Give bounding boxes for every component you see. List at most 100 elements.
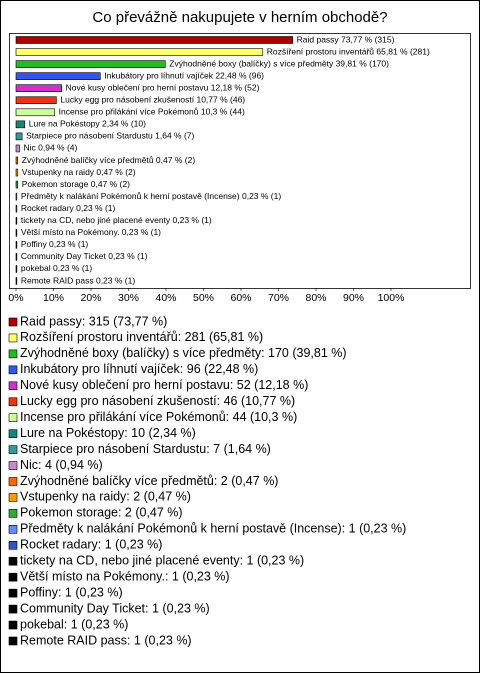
legend-swatch <box>8 493 18 502</box>
bar <box>15 96 57 105</box>
value-label: Poffiny 0,23 % (1) <box>21 239 89 249</box>
legend-swatch <box>8 572 18 582</box>
value-label: Rocket radary 0,23 % (1) <box>21 203 116 213</box>
plot-frame <box>9 33 471 289</box>
legend-swatch <box>8 477 18 486</box>
bar <box>15 180 19 189</box>
chart-title: Co převážně nakupujete v herním obchodě? <box>92 9 387 26</box>
value-label: pokebal 0,23 % (1) <box>21 263 93 273</box>
legend-swatch <box>8 365 18 375</box>
value-label: Nic 0,94 % (4) <box>24 143 78 153</box>
bar <box>15 168 19 177</box>
legend-swatch <box>8 461 18 470</box>
x-tick-label: 0% <box>8 292 23 304</box>
legend-label: tickety na CD, nebo jiné placené eventy:… <box>20 554 304 568</box>
legend-label: Vstupenky na raidy: 2 (0,47 %) <box>20 490 191 504</box>
value-label: Lure na Pokéstopy 2,34 % (10) <box>29 119 146 129</box>
legend-label: Rocket radary: 1 (0,23 %) <box>20 538 162 552</box>
legend-swatch <box>8 540 18 550</box>
legend-label: Incense pro přilákání více Pokémonů: 44 … <box>20 410 297 424</box>
value-label: Community Day Ticket 0,23 % (1) <box>21 251 148 261</box>
legend-swatch <box>8 509 18 518</box>
x-tick-label: 20% <box>80 292 101 304</box>
bar <box>15 229 18 237</box>
value-label: Starpiece pro násobení Stardustu 1,64 % … <box>26 131 194 141</box>
value-label: tickety na CD, nebo jiné placené eventy … <box>21 215 212 225</box>
legend-swatch <box>8 349 18 359</box>
legend-swatch <box>8 556 18 566</box>
bar <box>15 277 18 285</box>
legend-label: Zvýhodněné boxy (balíčky) s více předmět… <box>20 346 347 360</box>
value-label: Větší místo na Pokémony. 0,23 % (1) <box>21 227 161 237</box>
bar <box>15 241 18 249</box>
value-label: Nové kusy oblečení pro herní postavu 12,… <box>66 82 260 92</box>
legend-label: Předměty k nalákání Pokémonů k herní pos… <box>20 522 406 536</box>
legend-swatch <box>8 397 18 407</box>
legend-swatch <box>8 413 18 423</box>
legend-swatch <box>8 588 18 598</box>
legend-swatch <box>8 429 18 438</box>
bar <box>15 265 18 273</box>
legend-swatch <box>8 445 18 454</box>
x-tick-label: 40% <box>155 292 176 304</box>
legend-label: Starpiece pro násobení Stardustu: 7 (1,6… <box>20 442 271 456</box>
bar <box>15 84 62 92</box>
legend-swatch <box>8 525 18 534</box>
legend-swatch <box>8 381 18 391</box>
value-label: Inkubátory pro líhnutí vajíček 22,48 % (… <box>104 70 264 80</box>
value-label: Pokemon storage 0,47 % (2) <box>22 179 130 189</box>
value-label: Incense pro přilákání více Pokémonů 10,3… <box>59 107 245 117</box>
bar <box>15 60 166 68</box>
legend-label: Lure na Pokéstopy: 10 (2,34 %) <box>20 426 196 440</box>
legend-label: Nové kusy oblečení pro herní postavu: 52… <box>20 378 308 392</box>
x-tick-label: 30% <box>118 292 139 304</box>
legend-label: Pokemon storage: 2 (0,47 %) <box>20 506 183 520</box>
legend-label: Inkubátory pro líhnutí vajíček: 96 (22,4… <box>20 362 258 376</box>
legend-swatch <box>8 604 18 614</box>
value-label: Zvýhodněné balíčky více předmětů 0,47 % … <box>22 155 196 165</box>
legend-label: Community Day Ticket: 1 (0,23 %) <box>20 601 210 615</box>
value-label: Zvýhodněné boxy (balíčky) s více předmět… <box>169 58 389 68</box>
legend-label: Větší místo na Pokémony.: 1 (0,23 %) <box>20 569 230 583</box>
bar <box>15 72 101 80</box>
legend-label: Zvýhodněné balíčky více předmětů: 2 (0,4… <box>20 474 278 488</box>
bar <box>15 120 26 129</box>
x-tick-label: 90% <box>343 292 364 304</box>
x-tick-label: 80% <box>305 292 326 304</box>
legend-label: Lucky egg pro násobení zkušeností: 46 (1… <box>20 394 295 408</box>
legend-label: Remote RAID pass: 1 (0,23 %) <box>20 633 192 647</box>
legend-label: Poffiny: 1 (0,23 %) <box>20 585 123 599</box>
legend-label: Rozšíření prostoru inventářů: 281 (65,81… <box>20 330 263 344</box>
bar <box>15 108 55 117</box>
legend-swatch <box>8 620 18 630</box>
bar <box>15 132 23 141</box>
x-tick-label: 60% <box>230 292 251 304</box>
bar <box>15 192 18 201</box>
x-tick-label: 50% <box>193 292 214 304</box>
bar <box>15 36 293 44</box>
x-tick-label: 100% <box>378 292 405 304</box>
value-label: Remote RAID pass 0,23 % (1) <box>21 275 135 285</box>
legend-swatch <box>8 636 18 646</box>
legend-label: Raid passy: 315 (73,77 %) <box>20 314 167 328</box>
x-tick-label: 70% <box>268 292 289 304</box>
bar <box>15 204 18 213</box>
value-label: Lucky egg pro násobení zkušeností 10,77 … <box>60 95 245 105</box>
legend-label: Nic: 4 (0,94 %) <box>20 458 103 472</box>
value-label: Předměty k nalákání Pokémonů k herní pos… <box>21 191 281 201</box>
value-label: Raid passy 73,77 % (315) <box>297 34 395 44</box>
value-label: Vstupenky na raidy 0,47 % (2) <box>22 167 136 177</box>
bar <box>15 48 264 56</box>
legend-label: pokebal: 1 (0,23 %) <box>20 617 128 631</box>
bar <box>15 216 18 225</box>
bar <box>15 156 19 165</box>
bar <box>15 253 18 261</box>
legend-swatch <box>8 317 18 327</box>
bar <box>15 144 20 153</box>
value-label: Rozšíření prostoru inventářů 65,81 % (28… <box>267 46 430 56</box>
legend-swatch <box>8 333 18 343</box>
x-tick-label: 10% <box>43 292 64 304</box>
